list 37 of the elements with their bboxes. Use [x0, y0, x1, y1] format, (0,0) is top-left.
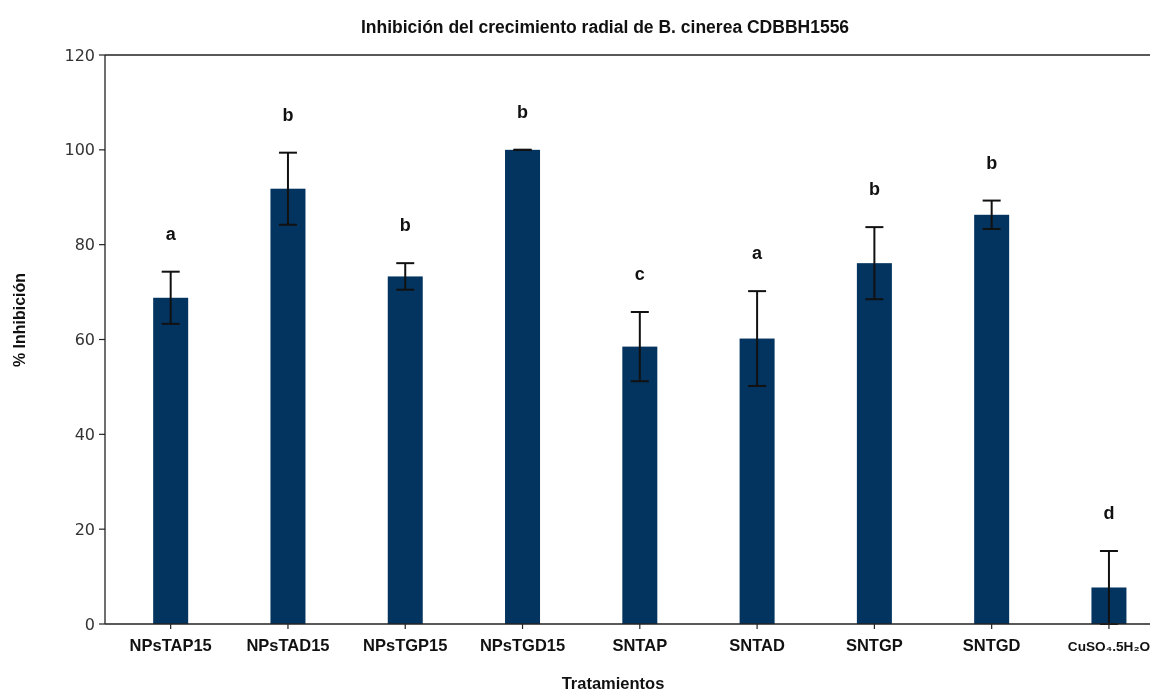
bar	[974, 214, 1010, 624]
bar	[270, 188, 306, 624]
bar	[739, 338, 775, 624]
y-tick-label: 100	[64, 140, 95, 160]
annotation: a	[752, 243, 764, 264]
x-tick-label: NPsTGD15	[479, 636, 566, 654]
y-axis-title: % Inhibición	[11, 272, 28, 368]
y-tick-label: 120	[64, 45, 95, 65]
x-tick-label: NPsTGP15	[363, 636, 448, 654]
bar	[622, 346, 658, 624]
bar	[1091, 587, 1127, 624]
x-tick-label: SNTGP	[845, 636, 903, 654]
bar	[387, 276, 423, 624]
x-tick-label: NPsTAD15	[246, 636, 330, 654]
bar	[505, 149, 541, 624]
x-tick-label: SNTAD	[729, 636, 785, 654]
chart-title: Inhibición del crecimiento radial de B. cinerea CDBBH1556	[360, 17, 850, 37]
y-tick-label: 0	[84, 614, 95, 634]
annotation: b	[868, 179, 880, 200]
annotation: c	[634, 264, 645, 285]
y-tick-label: 80	[74, 235, 95, 255]
x-tick-label: SNTAP	[612, 636, 668, 654]
annotation: a	[165, 223, 177, 244]
x-tick-label: CuSO₄.5H₂O	[1067, 639, 1151, 654]
x-tick-label: NPsTAP15	[129, 636, 212, 654]
x-axis-title: Tratamientos	[561, 674, 665, 692]
y-tick-label: 40	[74, 424, 95, 444]
bar	[153, 297, 189, 624]
y-tick-label: 60	[74, 330, 95, 350]
annotation: b	[517, 102, 529, 123]
x-tick-label: SNTGD	[962, 636, 1021, 654]
bar	[856, 263, 892, 624]
annotation: b	[986, 152, 998, 173]
annotation: d	[1103, 503, 1115, 524]
annotation: b	[282, 104, 294, 125]
y-tick-label: 20	[74, 519, 95, 539]
annotation: b	[399, 215, 411, 236]
